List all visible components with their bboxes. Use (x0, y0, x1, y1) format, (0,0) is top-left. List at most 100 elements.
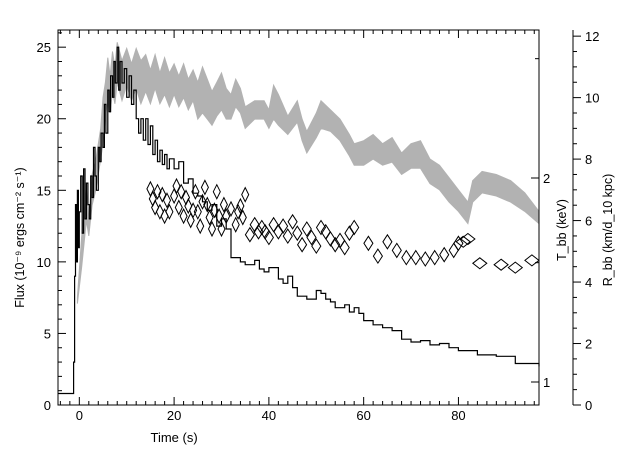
temperature-point (162, 192, 172, 209)
temperature-point (507, 261, 524, 274)
temperature-point (196, 217, 205, 235)
temperature-point (439, 246, 450, 263)
temperature-point (179, 207, 188, 225)
radius-tick-label: 12 (585, 29, 599, 44)
temperature-point (236, 197, 245, 215)
radius-axis-title: R_bb (km/d_10 kpc) (601, 174, 615, 287)
x-axis-title: Time (s) (151, 430, 198, 445)
flux-histogram (58, 46, 540, 395)
radius-tick-label: 8 (585, 152, 592, 167)
temperature-point (160, 207, 169, 225)
radius-tick-label: 4 (585, 275, 592, 290)
temperature-point (301, 221, 312, 237)
temperature-point (146, 180, 155, 198)
temperature-point (244, 226, 255, 243)
temperature-point (219, 196, 228, 213)
temperature-point (460, 232, 476, 246)
temperature-point (256, 219, 267, 236)
temperature-point (241, 186, 250, 203)
y-tick-label: 15 (37, 183, 51, 198)
temperature-point (471, 257, 488, 270)
temperature-point (325, 231, 336, 247)
temperature-point (205, 209, 214, 226)
x-tick-label: 40 (262, 408, 276, 423)
temperature-point (344, 225, 355, 242)
temperature-point (210, 202, 219, 219)
temperature-point (186, 212, 195, 229)
temperature-point (177, 183, 186, 200)
temperature-point (493, 258, 509, 271)
temperature-point (391, 242, 402, 259)
x-tick-label: 20 (167, 408, 181, 423)
plot-frame (57, 29, 540, 406)
temperature-point (297, 236, 308, 253)
temperature-point (226, 200, 236, 218)
temperature-point (200, 179, 209, 196)
temperature-point (278, 218, 289, 235)
temperature-point (153, 183, 162, 200)
radius-tick-label: 0 (585, 398, 592, 413)
temperature-point (253, 223, 264, 240)
diamond-layer (146, 177, 540, 274)
temperature-point (372, 248, 383, 265)
temperature-point (207, 220, 217, 238)
temperature-point (217, 220, 226, 238)
y-tick-label: 10 (37, 255, 51, 270)
temperature-point (420, 251, 431, 267)
temperature-point (212, 183, 221, 200)
temperature-point (410, 249, 421, 266)
temperature-point (330, 236, 341, 253)
x-tick-label: 80 (451, 408, 465, 423)
y-tick-label: 5 (44, 326, 51, 341)
temperature-point (382, 233, 393, 250)
y-tick-label: 20 (37, 112, 51, 127)
y-tick-label: 0 (44, 398, 51, 413)
temperature-point (222, 207, 231, 225)
temperature-point (448, 242, 459, 259)
temperature-point (292, 225, 303, 242)
temperature-point (282, 228, 293, 245)
temperature-point (193, 203, 202, 220)
temperature-point (238, 209, 247, 226)
radius-tick-label: 10 (585, 91, 599, 106)
x-tick-label: 60 (356, 408, 370, 423)
temperature-point (203, 196, 212, 213)
temperature-point (363, 235, 374, 252)
radius-band (76, 42, 540, 304)
temperature-point (151, 199, 160, 216)
radius-tick-label: 2 (585, 337, 592, 352)
temperature-point (524, 254, 540, 267)
temperature-point (191, 183, 200, 200)
temperature-point (349, 219, 360, 236)
temperature-point (287, 213, 298, 230)
y-axis-title: Flux (10⁻⁹ ergs cm⁻² s⁻¹) (13, 167, 27, 307)
temperature-point (311, 238, 322, 255)
temperature-point (231, 216, 240, 233)
temperature-point (453, 235, 464, 252)
temperature-point (263, 229, 274, 246)
x-tick-label: 0 (76, 408, 83, 423)
temperature-point (184, 197, 193, 215)
band-layer (76, 42, 540, 304)
temperature-point (249, 216, 260, 233)
temperature-point (215, 207, 224, 225)
temperature-point (198, 193, 207, 210)
temperature-point (158, 186, 167, 203)
temperature-point (429, 249, 440, 266)
temperature-point (455, 235, 472, 248)
temperature-point (234, 203, 243, 220)
temperature-point (170, 187, 179, 205)
temperature-point (401, 249, 412, 266)
y-tick-label: 25 (37, 40, 51, 55)
temperature-point (268, 216, 279, 233)
temperature-point (174, 199, 183, 216)
temperature-point (172, 177, 181, 195)
temp-tick-label: 2 (543, 171, 550, 186)
temperature-point (181, 189, 191, 206)
temperature-point (189, 202, 198, 219)
temperature-point (273, 223, 284, 240)
temp-axis-title: T_bb (keV) (555, 199, 569, 261)
temperature-point (155, 203, 164, 220)
radius-tick-label: 6 (585, 214, 592, 229)
temp-tick-label: 1 (543, 375, 550, 390)
